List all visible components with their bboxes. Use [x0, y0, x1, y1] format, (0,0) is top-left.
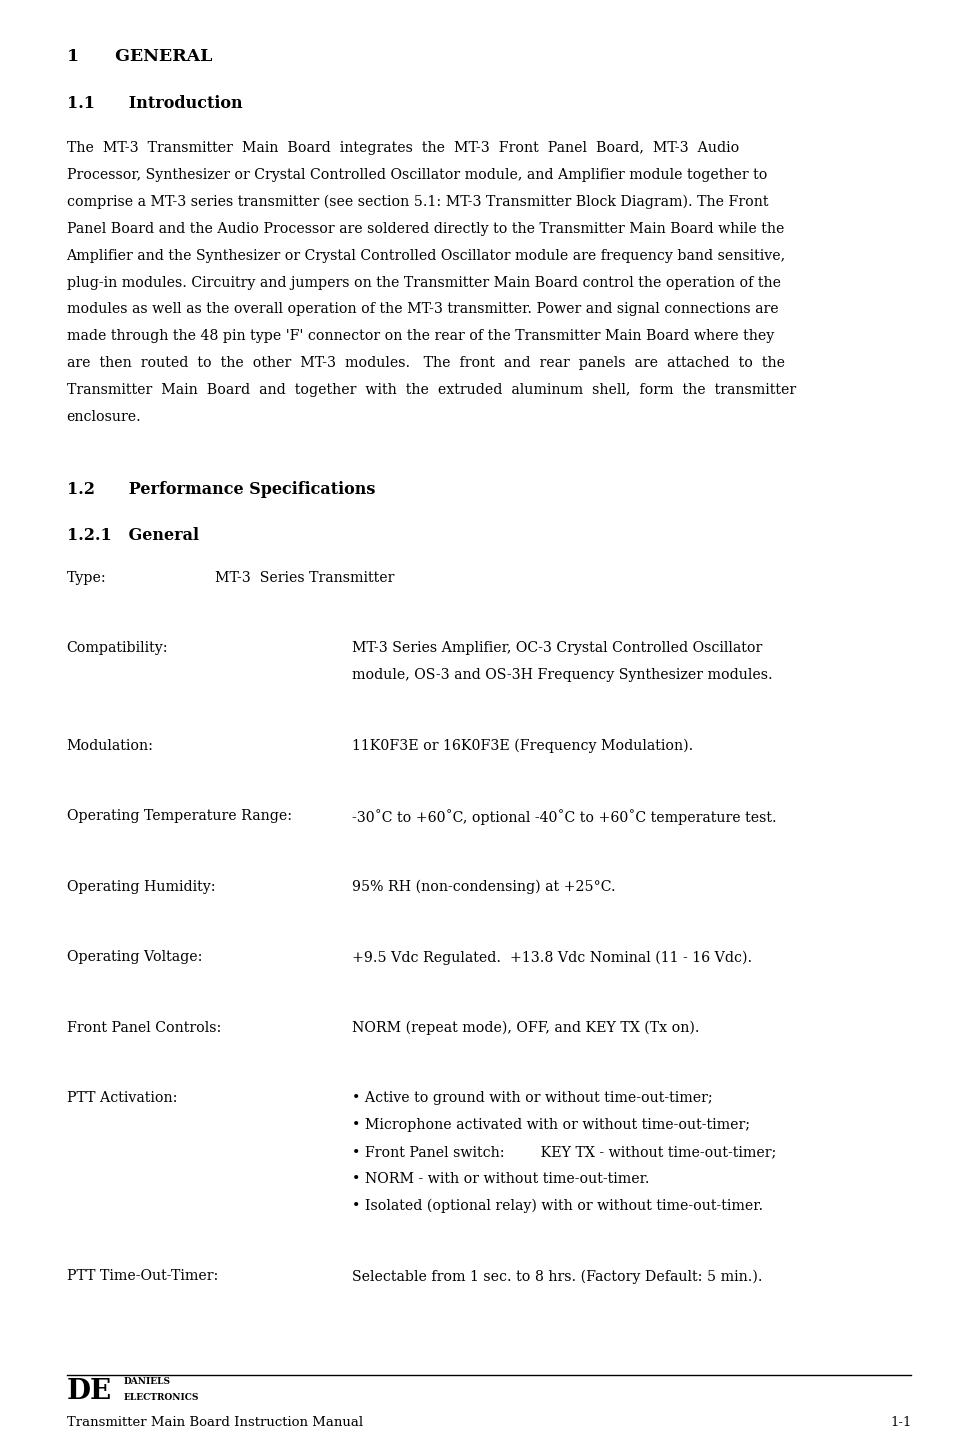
- Text: 1      GENERAL: 1 GENERAL: [66, 48, 212, 65]
- Text: Type:: Type:: [66, 570, 106, 585]
- Text: • Isolated (optional relay) with or without time-out-timer.: • Isolated (optional relay) with or with…: [352, 1198, 762, 1213]
- Text: comprise a MT-3 series transmitter (see section 5.1: MT-3 Transmitter Block Diag: comprise a MT-3 series transmitter (see …: [66, 195, 767, 209]
- Text: 1.2.1   General: 1.2.1 General: [66, 526, 198, 544]
- Text: DE: DE: [66, 1378, 111, 1406]
- Text: • Microphone activated with or without time-out-timer;: • Microphone activated with or without t…: [352, 1118, 749, 1133]
- Text: Operating Voltage:: Operating Voltage:: [66, 949, 202, 964]
- Text: modules as well as the overall operation of the MT-3 transmitter. Power and sign: modules as well as the overall operation…: [66, 302, 778, 317]
- Text: Modulation:: Modulation:: [66, 739, 153, 753]
- Text: 95% RH (non-condensing) at +25°C.: 95% RH (non-condensing) at +25°C.: [352, 880, 616, 894]
- Text: 11K0F3E or 16K0F3E (Frequency Modulation).: 11K0F3E or 16K0F3E (Frequency Modulation…: [352, 739, 693, 753]
- Text: The  MT-3  Transmitter  Main  Board  integrates  the  MT-3  Front  Panel  Board,: The MT-3 Transmitter Main Board integrat…: [66, 141, 738, 156]
- Text: DANIELS: DANIELS: [123, 1377, 170, 1386]
- Text: module, OS-3 and OS-3H Frequency Synthesizer modules.: module, OS-3 and OS-3H Frequency Synthes…: [352, 667, 772, 682]
- Text: Compatibility:: Compatibility:: [66, 641, 168, 656]
- Text: 1.2      Performance Specifications: 1.2 Performance Specifications: [66, 480, 374, 497]
- Text: PTT Time-Out-Timer:: PTT Time-Out-Timer:: [66, 1269, 218, 1284]
- Text: Panel Board and the Audio Processor are soldered directly to the Transmitter Mai: Panel Board and the Audio Processor are …: [66, 221, 784, 236]
- Text: are  then  routed  to  the  other  MT-3  modules.   The  front  and  rear  panel: are then routed to the other MT-3 module…: [66, 356, 784, 371]
- Text: -30˚C to +60˚C, optional -40˚C to +60˚C temperature test.: -30˚C to +60˚C, optional -40˚C to +60˚C …: [352, 808, 776, 824]
- Text: enclosure.: enclosure.: [66, 410, 141, 425]
- Text: MT-3  Series Transmitter: MT-3 Series Transmitter: [215, 570, 394, 585]
- Text: Operating Humidity:: Operating Humidity:: [66, 880, 215, 894]
- Text: Operating Temperature Range:: Operating Temperature Range:: [66, 808, 291, 823]
- Text: plug-in modules. Circuitry and jumpers on the Transmitter Main Board control the: plug-in modules. Circuitry and jumpers o…: [66, 275, 780, 289]
- Text: Transmitter Main Board Instruction Manual: Transmitter Main Board Instruction Manua…: [66, 1416, 362, 1429]
- Text: Transmitter  Main  Board  and  together  with  the  extruded  aluminum  shell,  : Transmitter Main Board and together with…: [66, 382, 795, 397]
- Text: 1.1      Introduction: 1.1 Introduction: [66, 95, 242, 112]
- Text: +9.5 Vdc Regulated.  +13.8 Vdc Nominal (11 - 16 Vdc).: +9.5 Vdc Regulated. +13.8 Vdc Nominal (1…: [352, 949, 751, 964]
- Text: Selectable from 1 sec. to 8 hrs. (Factory Default: 5 min.).: Selectable from 1 sec. to 8 hrs. (Factor…: [352, 1269, 762, 1284]
- Text: MT-3 Series Amplifier, OC-3 Crystal Controlled Oscillator: MT-3 Series Amplifier, OC-3 Crystal Cont…: [352, 641, 761, 656]
- Text: Amplifier and the Synthesizer or Crystal Controlled Oscillator module are freque: Amplifier and the Synthesizer or Crystal…: [66, 249, 785, 263]
- Text: Front Panel Controls:: Front Panel Controls:: [66, 1021, 221, 1035]
- Text: made through the 48 pin type 'F' connector on the rear of the Transmitter Main B: made through the 48 pin type 'F' connect…: [66, 329, 773, 343]
- Text: 1-1: 1-1: [889, 1416, 911, 1429]
- Text: Processor, Synthesizer or Crystal Controlled Oscillator module, and Amplifier mo: Processor, Synthesizer or Crystal Contro…: [66, 169, 766, 182]
- Text: ELECTRONICS: ELECTRONICS: [123, 1393, 198, 1402]
- Text: • NORM - with or without time-out-timer.: • NORM - with or without time-out-timer.: [352, 1172, 649, 1186]
- Text: PTT Activation:: PTT Activation:: [66, 1090, 177, 1105]
- Text: NORM (repeat mode), OFF, and KEY TX (Tx on).: NORM (repeat mode), OFF, and KEY TX (Tx …: [352, 1021, 699, 1035]
- Text: • Active to ground with or without time-out-timer;: • Active to ground with or without time-…: [352, 1090, 712, 1105]
- Text: • Front Panel switch:        KEY TX - without time-out-timer;: • Front Panel switch: KEY TX - without t…: [352, 1144, 776, 1159]
